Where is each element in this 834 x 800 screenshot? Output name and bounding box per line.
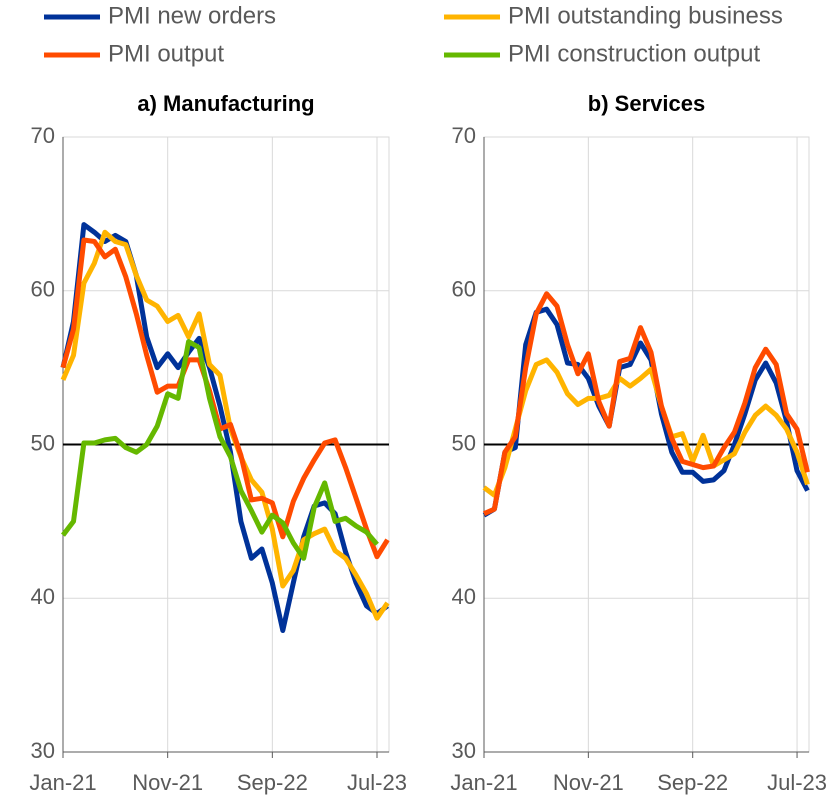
x-tick-label: Jan-21 xyxy=(450,770,517,795)
series-line xyxy=(60,237,390,560)
series-line xyxy=(482,291,810,516)
y-tick-label: 40 xyxy=(452,584,476,609)
legend-label: PMI output xyxy=(108,40,224,67)
y-tick-label: 40 xyxy=(31,584,55,609)
y-tick-label: 60 xyxy=(31,277,55,302)
panel-title: b) Services xyxy=(588,91,705,116)
y-tick-label: 30 xyxy=(31,738,55,763)
x-tick-label: Jul-23 xyxy=(347,770,407,795)
x-tick-label: Jul-23 xyxy=(767,770,827,795)
x-tick-label: Sep-22 xyxy=(657,770,728,795)
y-tick-label: 50 xyxy=(452,430,476,455)
x-tick-label: Sep-22 xyxy=(237,770,308,795)
y-tick-label: 50 xyxy=(31,430,55,455)
legend-label: PMI outstanding business xyxy=(508,2,783,29)
panel-title: a) Manufacturing xyxy=(137,91,314,116)
series-line xyxy=(60,229,390,621)
legend-label: PMI new orders xyxy=(108,2,276,29)
x-tick-label: Jan-21 xyxy=(29,770,96,795)
y-tick-label: 70 xyxy=(452,123,476,148)
series-line xyxy=(61,339,379,561)
y-tick-label: 30 xyxy=(452,738,476,763)
x-tick-label: Nov-21 xyxy=(132,770,203,795)
series-line xyxy=(482,357,810,498)
y-tick-label: 70 xyxy=(31,123,55,148)
legend-label: PMI construction output xyxy=(508,40,760,67)
x-tick-label: Nov-21 xyxy=(553,770,624,795)
y-tick-label: 60 xyxy=(452,277,476,302)
